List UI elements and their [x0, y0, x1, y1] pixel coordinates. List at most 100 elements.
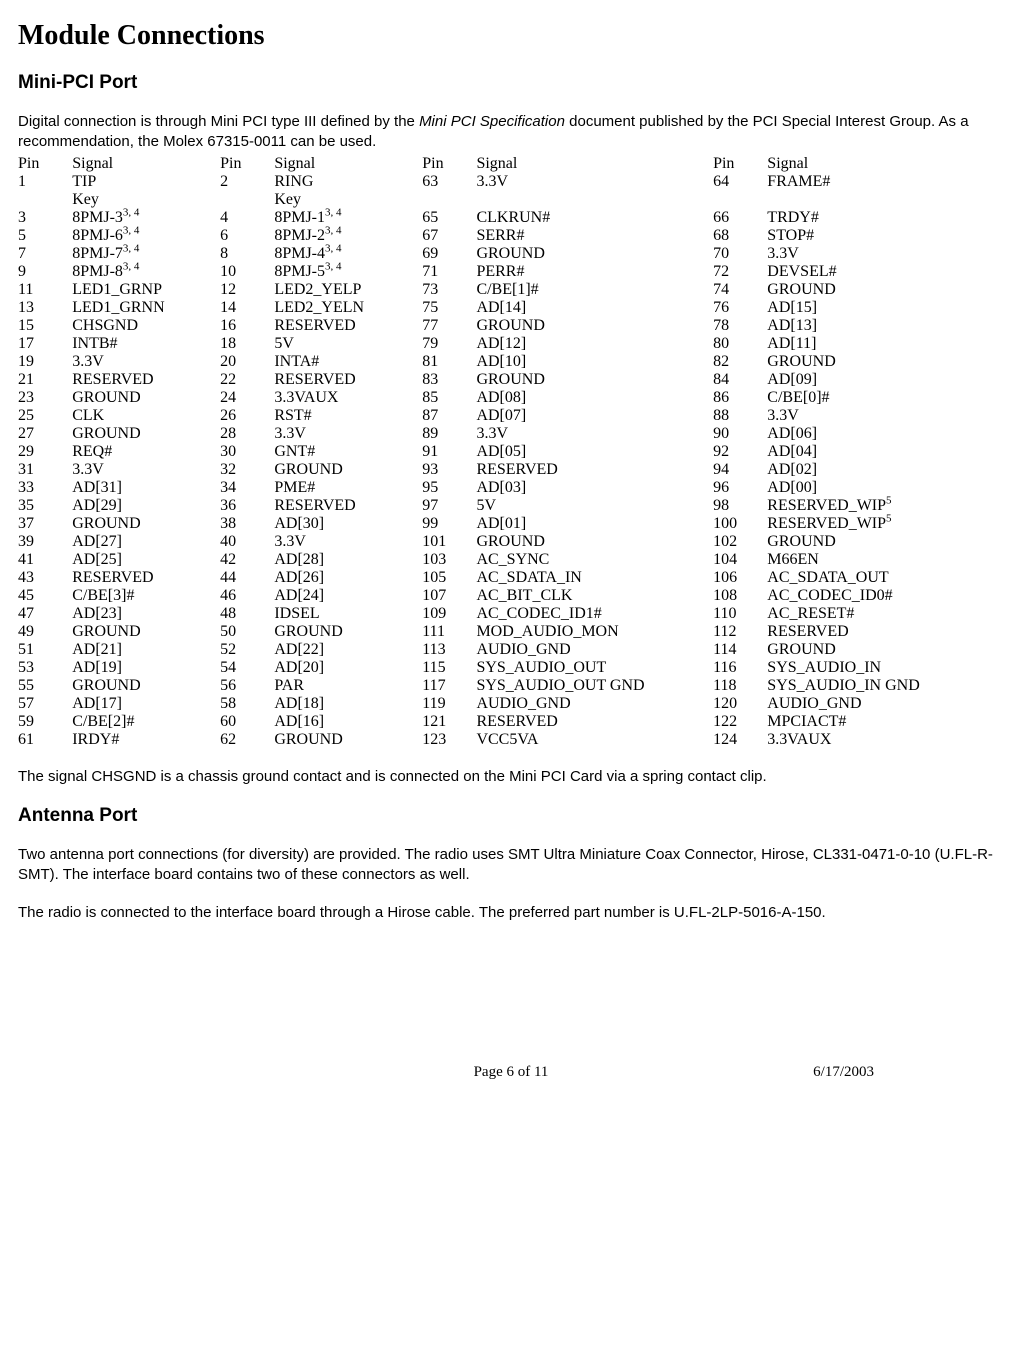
table-cell: AD[18]: [274, 695, 422, 713]
table-row: 25CLK26RST#87AD[07]883.3V: [18, 407, 1004, 425]
table-cell: AD[01]: [476, 515, 713, 533]
table-cell: 34: [220, 479, 274, 497]
table-row: KeyKey: [18, 191, 1004, 209]
table-cell: 72: [713, 263, 767, 281]
table-cell: PME#: [274, 479, 422, 497]
table-cell: Key: [274, 191, 422, 209]
table-cell: GROUND: [767, 641, 1004, 659]
table-cell: AD[15]: [767, 299, 1004, 317]
table-cell: 103: [422, 551, 476, 569]
table-cell: 122: [713, 713, 767, 731]
table-cell: AD[10]: [476, 353, 713, 371]
page-title: Module Connections: [18, 20, 1004, 52]
table-cell: 3.3V: [72, 353, 220, 371]
table-cell: 96: [713, 479, 767, 497]
table-cell: 4: [220, 209, 274, 227]
table-cell: 25: [18, 407, 72, 425]
table-cell: AC_CODEC_ID0#: [767, 587, 1004, 605]
table-cell: 117: [422, 677, 476, 695]
table-row: 21RESERVED22RESERVED83GROUND84AD[09]: [18, 371, 1004, 389]
table-cell: 86: [713, 389, 767, 407]
table-cell: 3.3V: [476, 173, 713, 191]
table-cell: AUDIO_GND: [767, 695, 1004, 713]
table-cell: 27: [18, 425, 72, 443]
table-cell: GROUND: [274, 731, 422, 749]
table-cell: GROUND: [476, 533, 713, 551]
table-cell: 50: [220, 623, 274, 641]
table-row: 35AD[29]36RESERVED975V98RESERVED_WIP5: [18, 497, 1004, 515]
table-header-cell: Signal: [274, 155, 422, 173]
table-row: 313.3V32GROUND93RESERVED94AD[02]: [18, 461, 1004, 479]
table-row: 78PMJ-73, 488PMJ-43, 469GROUND703.3V: [18, 245, 1004, 263]
table-cell: GROUND: [274, 623, 422, 641]
table-cell: 8PMJ-83, 4: [72, 263, 220, 281]
table-row: 51AD[21]52AD[22]113AUDIO_GND114GROUND: [18, 641, 1004, 659]
table-cell: AD[16]: [274, 713, 422, 731]
table-row: 41AD[25]42AD[28]103AC_SYNC104M66EN: [18, 551, 1004, 569]
table-cell: 3.3V: [274, 533, 422, 551]
table-cell: AD[05]: [476, 443, 713, 461]
table-cell: GROUND: [274, 461, 422, 479]
table-row: 13LED1_GRNN14LED2_YELN75AD[14]76AD[15]: [18, 299, 1004, 317]
table-cell: CLK: [72, 407, 220, 425]
table-cell: 84: [713, 371, 767, 389]
table-cell: AD[17]: [72, 695, 220, 713]
table-cell: AC_CODEC_ID1#: [476, 605, 713, 623]
table-cell: 24: [220, 389, 274, 407]
table-cell: RESERVED: [476, 713, 713, 731]
table-cell: 3.3VAUX: [274, 389, 422, 407]
table-row: 37GROUND38AD[30]99AD[01]100RESERVED_WIP5: [18, 515, 1004, 533]
table-cell: 6: [220, 227, 274, 245]
table-cell: 1: [18, 173, 72, 191]
table-cell: 56: [220, 677, 274, 695]
table-row: 43RESERVED44AD[26]105AC_SDATA_IN106AC_SD…: [18, 569, 1004, 587]
table-cell: 75: [422, 299, 476, 317]
table-cell: 62: [220, 731, 274, 749]
table-cell: AC_SDATA_IN: [476, 569, 713, 587]
table-cell: 87: [422, 407, 476, 425]
table-cell: 19: [18, 353, 72, 371]
table-cell: 83: [422, 371, 476, 389]
section-heading-minipci: Mini-PCI Port: [18, 72, 1004, 94]
table-cell: 13: [18, 299, 72, 317]
table-cell: AC_SYNC: [476, 551, 713, 569]
table-cell: 70: [713, 245, 767, 263]
table-cell: AD[23]: [72, 605, 220, 623]
table-cell: LED1_GRNP: [72, 281, 220, 299]
table-cell: 32: [220, 461, 274, 479]
table-cell: INTA#: [274, 353, 422, 371]
table-cell: SYS_AUDIO_OUT: [476, 659, 713, 677]
table-cell: C/BE[3]#: [72, 587, 220, 605]
table-cell: 113: [422, 641, 476, 659]
table-cell: 2: [220, 173, 274, 191]
table-cell: 95: [422, 479, 476, 497]
table-cell: 109: [422, 605, 476, 623]
intro-text-a: Digital connection is through Mini PCI t…: [18, 113, 419, 130]
table-cell: 5: [18, 227, 72, 245]
table-cell: 76: [713, 299, 767, 317]
table-cell: RESERVED: [72, 569, 220, 587]
table-row: 58PMJ-63, 468PMJ-23, 467SERR#68STOP#: [18, 227, 1004, 245]
table-cell: 22: [220, 371, 274, 389]
table-cell: AD[26]: [274, 569, 422, 587]
table-cell: 69: [422, 245, 476, 263]
table-cell: AD[30]: [274, 515, 422, 533]
table-cell: AD[14]: [476, 299, 713, 317]
table-cell: RESERVED: [72, 371, 220, 389]
intro-italic: Mini PCI Specification: [419, 113, 565, 130]
table-cell: 80: [713, 335, 767, 353]
table-cell: 16: [220, 317, 274, 335]
table-cell: 94: [713, 461, 767, 479]
table-cell: AD[20]: [274, 659, 422, 677]
table-cell: RST#: [274, 407, 422, 425]
table-cell: 8PMJ-63, 4: [72, 227, 220, 245]
table-cell: LED2_YELP: [274, 281, 422, 299]
table-row: 38PMJ-33, 448PMJ-13, 465CLKRUN#66TRDY#: [18, 209, 1004, 227]
table-cell: AD[11]: [767, 335, 1004, 353]
table-cell: 9: [18, 263, 72, 281]
intro-paragraph: Digital connection is through Mini PCI t…: [18, 112, 1004, 153]
table-cell: LED1_GRNN: [72, 299, 220, 317]
table-cell: AD[13]: [767, 317, 1004, 335]
table-cell: 79: [422, 335, 476, 353]
table-cell: RESERVED: [274, 371, 422, 389]
